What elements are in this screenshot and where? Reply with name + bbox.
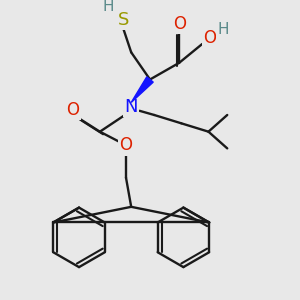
Text: O: O	[173, 15, 186, 33]
Text: S: S	[118, 11, 130, 29]
Text: H: H	[103, 0, 114, 14]
Text: O: O	[119, 136, 133, 154]
Text: N: N	[124, 98, 138, 116]
Text: H: H	[217, 22, 229, 37]
Text: O: O	[66, 101, 79, 119]
Text: O: O	[203, 29, 216, 47]
Polygon shape	[131, 77, 153, 102]
